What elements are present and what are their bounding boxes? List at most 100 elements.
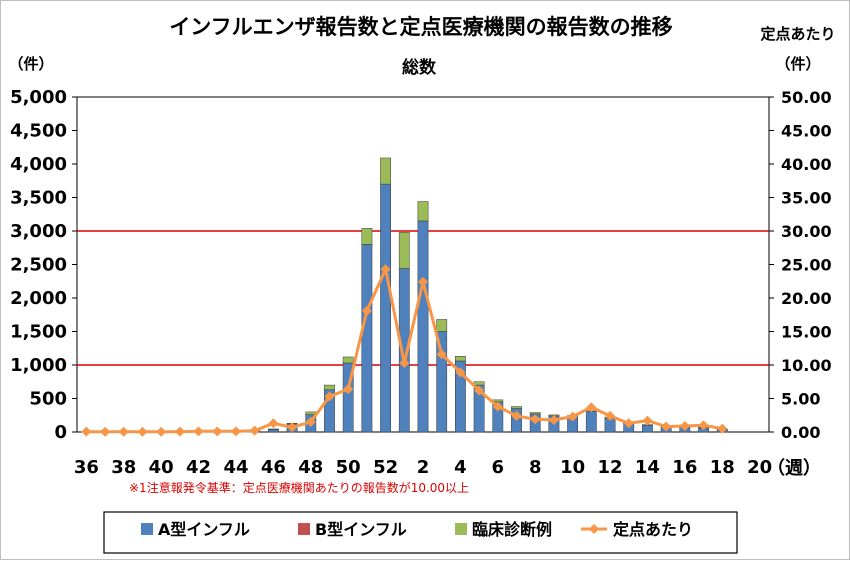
per-sentinel-point-week-36 bbox=[81, 426, 92, 437]
y2-tick-label-1: 5.00 bbox=[781, 390, 820, 409]
per-sentinel-point-week-42 bbox=[193, 426, 204, 437]
per-sentinel-point-week-7 bbox=[511, 410, 522, 421]
y2-tick-label-2: 10.00 bbox=[781, 356, 832, 375]
y-tick-label-3: 1,500 bbox=[10, 322, 67, 343]
y-tick-label-4: 2,000 bbox=[10, 288, 67, 309]
y-tick-label-10: 5,000 bbox=[10, 87, 67, 108]
y2-axis-top-label: 定点あたり bbox=[760, 25, 835, 43]
per-sentinel-point-week-50 bbox=[343, 384, 354, 395]
per-sentinel-point-week-8 bbox=[530, 414, 541, 425]
bar-a-type-week-11 bbox=[585, 410, 597, 433]
x-tick-label-2: 2 bbox=[417, 457, 430, 478]
bar-clinical-week-5 bbox=[473, 381, 485, 386]
y-tick-label-5: 2,500 bbox=[10, 255, 67, 276]
per-sentinel-point-week-41 bbox=[174, 426, 185, 437]
y-tick-label-8: 4,000 bbox=[10, 154, 67, 175]
threshold-note: ※1注意報発令基準：定点医療機関あたりの報告数が10.00以上 bbox=[129, 480, 469, 495]
per-sentinel-point-week-12 bbox=[605, 410, 616, 421]
bar-a-type-week-2 bbox=[417, 220, 429, 433]
bar-clinical-week-49 bbox=[324, 384, 335, 391]
per-sentinel-point-week-4 bbox=[455, 367, 466, 378]
legend-label-b-type: B型インフル bbox=[315, 520, 407, 539]
y-axis-ticks: 0 500 1,000 1,500 2,000 2,500 3,000 3,500 4,000 4… bbox=[10, 87, 77, 443]
legend-swatch-clinical bbox=[455, 523, 467, 535]
bar-clinical-week-52 bbox=[380, 157, 391, 185]
y2-tick-label-9: 45.00 bbox=[781, 122, 832, 141]
x-tick-label-20: 20 bbox=[747, 457, 772, 478]
legend-label-clinical: 臨床診断例 bbox=[472, 520, 552, 539]
legend: A型インフル B型インフル 臨床診断例 定点あたり bbox=[103, 511, 738, 554]
per-sentinel-point-week-44 bbox=[230, 426, 241, 437]
x-axis-unit-label: （週） bbox=[767, 458, 821, 479]
per-sentinel-point-week-47 bbox=[287, 422, 298, 433]
per-sentinel-point-week-3 bbox=[436, 349, 447, 360]
legend-swatch-per-sentinel-marker bbox=[589, 524, 599, 534]
y2-axis-unit-label: （件） bbox=[775, 55, 820, 73]
per-sentinel-point-week-48 bbox=[305, 416, 316, 427]
bar-clinical-week-1 bbox=[398, 232, 410, 269]
line-series bbox=[81, 264, 728, 437]
y-tick-label-7: 3,500 bbox=[10, 188, 67, 209]
legend-label-a-type: A型インフル bbox=[158, 520, 250, 539]
legend-swatch-b-type bbox=[298, 523, 310, 535]
bar-clinical-week-51 bbox=[361, 228, 373, 245]
y-axis-unit-label: （件） bbox=[8, 55, 53, 73]
per-sentinel-point-week-43 bbox=[212, 426, 223, 437]
x-tick-label-40: 40 bbox=[149, 457, 174, 478]
x-tick-label-38: 38 bbox=[111, 457, 136, 478]
per-sentinel-point-week-13 bbox=[623, 418, 634, 429]
y2-axis-ticks: 0.00 5.00 10.00 15.00 20.00 25.00 30.00 35.00 40… bbox=[769, 88, 832, 442]
bar-clinical-week-7 bbox=[511, 406, 522, 409]
x-tick-label-52: 52 bbox=[373, 457, 398, 478]
y2-tick-label-6: 30.00 bbox=[781, 222, 832, 241]
y2-tick-label-8: 40.00 bbox=[781, 155, 832, 174]
bar-clinical-week-8 bbox=[529, 412, 541, 415]
bar-clinical-week-2 bbox=[417, 201, 429, 222]
per-sentinel-point-week-18 bbox=[717, 423, 728, 434]
x-tick-label-46: 46 bbox=[261, 457, 286, 478]
x-tick-label-42: 42 bbox=[186, 457, 211, 478]
per-sentinel-point-week-37 bbox=[100, 426, 111, 437]
per-sentinel-point-week-16 bbox=[679, 420, 690, 431]
y2-tick-label-4: 20.00 bbox=[781, 289, 832, 308]
y2-tick-label-3: 15.00 bbox=[781, 323, 832, 342]
y-tick-label-0: 0 bbox=[54, 422, 67, 443]
legend-swatch-a-type bbox=[141, 523, 153, 535]
y-tick-label-2: 1,000 bbox=[10, 355, 67, 376]
per-sentinel-point-week-52 bbox=[380, 264, 391, 275]
per-sentinel-point-week-14 bbox=[642, 415, 653, 426]
bar-clinical-week-3 bbox=[436, 319, 448, 332]
y-tick-label-6: 3,000 bbox=[10, 221, 67, 242]
x-tick-label-48: 48 bbox=[298, 457, 323, 478]
per-sentinel-point-week-45 bbox=[249, 425, 260, 436]
y-tick-label-1: 500 bbox=[29, 389, 67, 410]
per-sentinel-point-week-40 bbox=[156, 426, 167, 437]
bar-clinical-week-4 bbox=[455, 356, 466, 362]
x-tick-label-8: 8 bbox=[529, 457, 542, 478]
y2-tick-label-0: 0.00 bbox=[781, 423, 820, 442]
per-sentinel-point-week-38 bbox=[118, 426, 129, 437]
per-sentinel-point-week-6 bbox=[492, 401, 503, 412]
y2-tick-label-7: 35.00 bbox=[781, 189, 832, 208]
legend-label-per-sentinel: 定点あたり bbox=[612, 520, 693, 539]
per-sentinel-point-week-1 bbox=[399, 357, 410, 368]
per-sentinel-point-week-49 bbox=[324, 391, 335, 402]
x-tick-label-50: 50 bbox=[336, 457, 361, 478]
bar-a-type-week-3 bbox=[436, 331, 448, 433]
per-sentinel-point-week-51 bbox=[361, 305, 372, 316]
per-sentinel-point-week-5 bbox=[474, 385, 485, 396]
bar-a-type-week-14 bbox=[642, 425, 653, 433]
per-sentinel-point-week-11 bbox=[586, 402, 597, 413]
per-sentinel-point-week-9 bbox=[548, 414, 559, 425]
x-tick-label-4: 4 bbox=[454, 457, 467, 478]
x-tick-label-36: 36 bbox=[74, 457, 99, 478]
x-tick-label-12: 12 bbox=[597, 457, 622, 478]
per-sentinel-point-week-39 bbox=[137, 426, 148, 437]
x-tick-label-18: 18 bbox=[710, 457, 735, 478]
x-tick-label-16: 16 bbox=[672, 457, 697, 478]
bar-clinical-week-48 bbox=[305, 411, 317, 415]
y2-tick-label-10: 50.00 bbox=[781, 88, 832, 107]
per-sentinel-point-week-15 bbox=[661, 421, 672, 432]
